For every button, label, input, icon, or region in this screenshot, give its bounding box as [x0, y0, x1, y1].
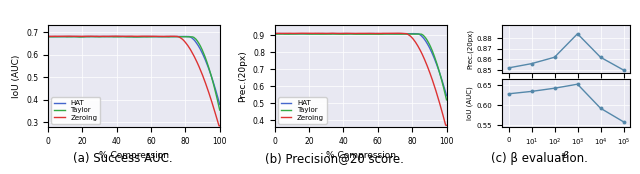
HAT — [353, 33, 361, 35]
Taylor — [125, 36, 133, 38]
Taylor — [216, 109, 223, 111]
Zeroing — [442, 124, 450, 126]
HAT — [365, 33, 372, 35]
Zeroing — [185, 46, 193, 48]
X-axis label: $\beta$: $\beta$ — [563, 149, 570, 163]
Y-axis label: Prec.(20px): Prec.(20px) — [467, 29, 474, 69]
Taylor — [212, 93, 220, 95]
Taylor — [300, 33, 307, 35]
Line: Zeroing: Zeroing — [275, 33, 447, 125]
Y-axis label: Prec.(20px): Prec.(20px) — [239, 50, 248, 102]
Taylor — [127, 36, 134, 38]
Taylor — [412, 33, 420, 35]
Taylor — [443, 99, 451, 101]
Taylor — [271, 33, 278, 35]
HAT — [212, 90, 220, 92]
Zeroing — [147, 35, 154, 37]
Zeroing — [353, 32, 360, 34]
Line: Taylor: Taylor — [48, 37, 220, 110]
Line: Zeroing: Zeroing — [48, 36, 220, 126]
HAT — [126, 36, 134, 38]
Legend: HAT, Taylor, Zeroing: HAT, Taylor, Zeroing — [51, 97, 100, 124]
HAT — [271, 33, 278, 35]
Taylor — [354, 33, 362, 35]
Zeroing — [110, 35, 118, 37]
Text: (b) Precision@20 score.: (b) Precision@20 score. — [266, 152, 404, 165]
Text: (c) β evaluation.: (c) β evaluation. — [491, 152, 588, 165]
HAT — [44, 35, 52, 38]
HAT — [443, 95, 451, 97]
Y-axis label: IoU (AUC): IoU (AUC) — [12, 54, 20, 98]
Zeroing — [212, 114, 220, 117]
Line: HAT: HAT — [275, 34, 447, 96]
Zeroing — [138, 35, 145, 37]
HAT — [185, 35, 193, 38]
HAT — [69, 35, 77, 37]
Taylor — [147, 36, 154, 38]
Zeroing — [44, 35, 52, 37]
Line: Taylor: Taylor — [275, 34, 447, 100]
HAT — [412, 33, 420, 35]
Legend: HAT, Taylor, Zeroing: HAT, Taylor, Zeroing — [278, 97, 327, 124]
Zeroing — [215, 125, 223, 127]
HAT — [216, 103, 223, 105]
X-axis label: % Compression: % Compression — [99, 151, 169, 160]
HAT — [364, 33, 372, 35]
Y-axis label: IoU (AUC): IoU (AUC) — [467, 86, 474, 120]
Zeroing — [443, 124, 451, 126]
Zeroing — [271, 32, 278, 34]
HAT — [138, 35, 145, 38]
Taylor — [353, 33, 360, 35]
Zeroing — [439, 113, 447, 115]
Zeroing — [127, 35, 135, 37]
HAT — [439, 82, 447, 84]
Taylor — [439, 83, 447, 85]
HAT — [147, 35, 154, 38]
Zeroing — [354, 32, 362, 34]
Taylor — [172, 35, 180, 38]
Taylor — [44, 36, 52, 38]
Zeroing — [298, 32, 305, 34]
Taylor — [185, 36, 193, 38]
Taylor — [364, 33, 372, 35]
Text: (a) Success AUC.: (a) Success AUC. — [73, 152, 173, 165]
HAT — [127, 35, 135, 38]
Zeroing — [216, 125, 223, 127]
Line: HAT: HAT — [48, 36, 220, 104]
Taylor — [374, 33, 381, 35]
Zeroing — [412, 42, 420, 44]
Zeroing — [126, 35, 134, 37]
Zeroing — [374, 32, 381, 34]
HAT — [374, 33, 381, 35]
HAT — [353, 33, 360, 35]
Zeroing — [364, 32, 372, 34]
X-axis label: % Compression: % Compression — [326, 151, 396, 160]
Taylor — [137, 36, 145, 38]
